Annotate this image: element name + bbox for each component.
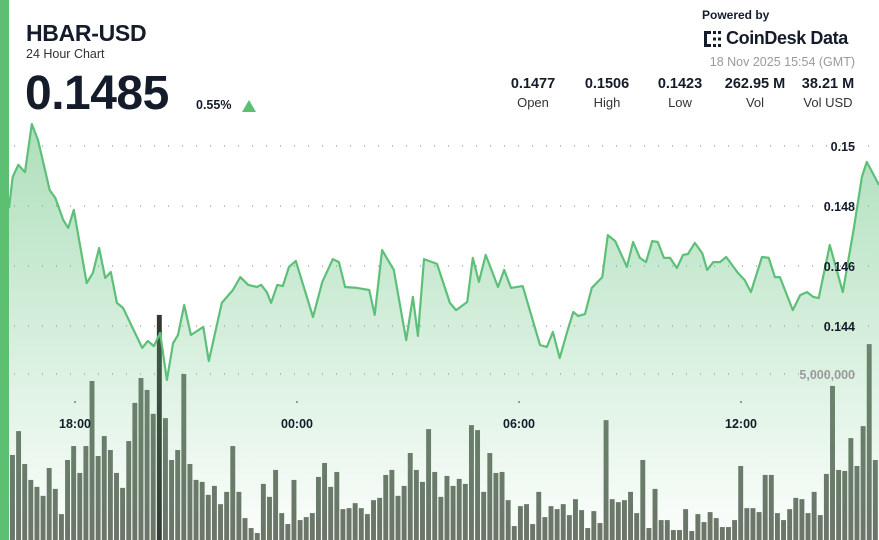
price-line <box>7 123 879 382</box>
price-axis: 0.15 0.148 0.146 0.144 5,000,000 <box>799 140 855 382</box>
stat-label: Open <box>517 95 549 110</box>
timestamp: 18 Nov 2025 15:54 (GMT) <box>709 55 855 69</box>
stat-value: 262.95 M <box>724 76 786 92</box>
coindesk-logo: CoinDesk Data <box>702 28 848 49</box>
stat-value: 0.1477 <box>510 76 556 92</box>
stat-value: 38.21 M <box>801 76 855 92</box>
accent-bar <box>0 0 9 540</box>
x-tick-mark <box>518 401 520 403</box>
volume-tick-label: 5,000,000 <box>799 368 855 382</box>
time-tick-label: 18:00 <box>59 417 91 431</box>
price-tick-label: 0.146 <box>824 260 855 274</box>
price-tick-label: 0.15 <box>831 140 855 154</box>
up-triangle-icon <box>242 100 256 112</box>
stat-vol: 262.95 M Vol <box>715 76 795 110</box>
stat-high: 0.1506 High <box>567 76 647 110</box>
x-tick-mark <box>74 401 76 403</box>
stat-vol-usd: 38.21 M Vol USD <box>788 76 868 110</box>
stat-label: Vol <box>745 95 765 110</box>
stat-label: Vol USD <box>803 95 853 110</box>
chart-subtitle: 24 Hour Chart <box>26 47 105 61</box>
price-area-fill <box>9 124 879 540</box>
price-tick-label: 0.148 <box>824 200 855 214</box>
pair-title: HBAR-USD <box>26 20 147 46</box>
powered-by-label: Powered by <box>702 8 770 22</box>
price-change: 0.55% <box>196 98 232 112</box>
time-tick-label: 00:00 <box>281 417 313 431</box>
time-tick-label: 12:00 <box>725 417 757 431</box>
stat-value: 0.1423 <box>657 76 703 92</box>
stat-low: 0.1423 Low <box>640 76 720 110</box>
x-tick-mark <box>296 401 298 403</box>
stat-label: Low <box>668 95 692 110</box>
x-tick-mark <box>740 401 742 403</box>
stat-value: 0.1506 <box>584 76 630 92</box>
time-axis: 18:00 00:00 06:00 12:00 <box>59 401 757 431</box>
price-tick-label: 0.144 <box>824 320 855 334</box>
coindesk-logo-icon <box>704 30 721 47</box>
current-price: 0.1485 <box>25 67 169 120</box>
stat-label: High <box>593 95 621 110</box>
stat-open: 0.1477 Open <box>493 76 573 110</box>
time-tick-label: 06:00 <box>503 417 535 431</box>
brand-name: CoinDesk Data <box>726 28 848 48</box>
